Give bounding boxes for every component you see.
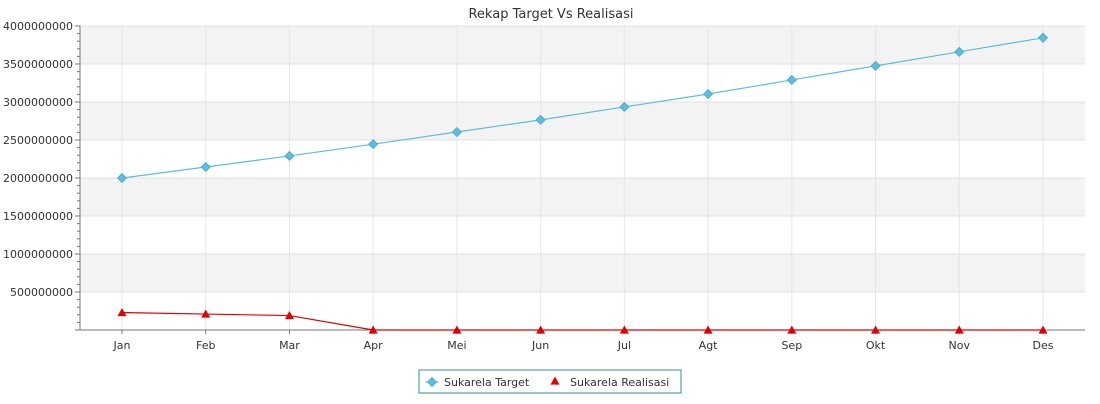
x-tick-label: Jan bbox=[113, 339, 131, 352]
data-point[interactable] bbox=[201, 309, 211, 318]
y-tick-label: 3500000000 bbox=[3, 58, 73, 71]
plot-band bbox=[80, 254, 1085, 292]
y-axis-ticks: 500000000 1000000000 1500000000 2000000000 2… bbox=[3, 20, 73, 299]
y-tick-label: 500000000 bbox=[10, 286, 73, 299]
data-point[interactable] bbox=[870, 60, 881, 71]
chart-title: Rekap Target Vs Realisasi bbox=[468, 7, 633, 22]
data-point[interactable] bbox=[703, 88, 714, 100]
series-target bbox=[116, 32, 1049, 184]
legend-item-realisasi[interactable]: Sukarela Realisasi bbox=[550, 376, 670, 389]
data-point[interactable] bbox=[200, 161, 211, 173]
data-point[interactable] bbox=[1037, 32, 1049, 43]
data-point[interactable] bbox=[786, 74, 797, 86]
series-group bbox=[116, 32, 1049, 334]
y-tick-label: 3000000000 bbox=[3, 96, 73, 109]
x-tick-label: Apr bbox=[364, 339, 384, 352]
data-point[interactable] bbox=[368, 325, 378, 334]
plot-band bbox=[80, 102, 1085, 140]
data-point[interactable] bbox=[284, 150, 295, 162]
plot-bands bbox=[80, 26, 1085, 292]
data-point[interactable] bbox=[368, 139, 379, 150]
data-point[interactable] bbox=[452, 325, 462, 334]
data-point[interactable] bbox=[116, 172, 128, 184]
x-tick-label: Mar bbox=[279, 339, 300, 352]
series-realisasi bbox=[117, 308, 1048, 334]
series-line bbox=[121, 37, 1044, 179]
data-point[interactable] bbox=[787, 325, 797, 334]
legend[interactable]: Sukarela Target Sukarela Realisasi bbox=[418, 369, 682, 394]
data-point[interactable] bbox=[619, 101, 630, 113]
plot-band bbox=[80, 178, 1085, 216]
x-tick-label: Nov bbox=[949, 339, 971, 352]
data-point[interactable] bbox=[117, 308, 127, 317]
legend-marker[interactable] bbox=[426, 376, 438, 388]
data-point[interactable] bbox=[535, 114, 546, 125]
x-tick-label: Feb bbox=[196, 339, 215, 352]
data-point[interactable] bbox=[284, 311, 294, 320]
plot-band bbox=[80, 26, 1085, 64]
data-point[interactable] bbox=[871, 325, 881, 334]
y-tick-label: 1500000000 bbox=[3, 210, 73, 223]
x-tick-label: Okt bbox=[866, 339, 886, 352]
data-point[interactable] bbox=[954, 325, 964, 334]
legend-box bbox=[418, 369, 682, 394]
legend-label: Sukarela Realisasi bbox=[570, 376, 669, 389]
data-point[interactable] bbox=[703, 325, 713, 334]
x-tick-label: Des bbox=[1033, 339, 1054, 352]
y-tick-label: 2000000000 bbox=[3, 172, 73, 185]
x-tick-label: Jul bbox=[617, 339, 631, 352]
series-line bbox=[121, 311, 1043, 331]
x-tick-label: Jun bbox=[531, 339, 549, 352]
data-point[interactable] bbox=[954, 46, 965, 57]
data-point[interactable] bbox=[619, 325, 629, 334]
legend-marker[interactable] bbox=[550, 376, 560, 385]
legend-item-target[interactable]: Sukarela Target bbox=[425, 376, 530, 389]
y-tick-label: 4000000000 bbox=[3, 20, 73, 33]
data-point[interactable] bbox=[1038, 325, 1048, 334]
x-tick-label: Sep bbox=[781, 339, 802, 352]
y-tick-label: 2500000000 bbox=[3, 134, 73, 147]
x-tick-label: Mei bbox=[447, 339, 466, 352]
legend-label: Sukarela Target bbox=[444, 376, 530, 389]
gridlines bbox=[80, 25, 1085, 330]
data-point[interactable] bbox=[536, 325, 546, 334]
x-tick-label: Agt bbox=[699, 339, 719, 352]
x-axis-ticks: Jan Feb Mar Apr Mei Jun Jul Agt Sep Okt Nov Des bbox=[113, 339, 1054, 352]
data-point[interactable] bbox=[451, 126, 462, 138]
y-tick-label: 1000000000 bbox=[3, 248, 73, 261]
